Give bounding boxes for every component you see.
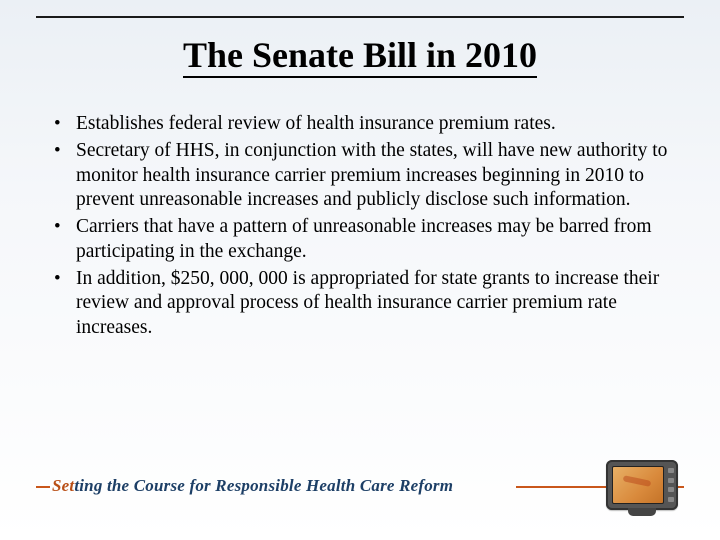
footer: Setting the Course for Responsible Healt… xyxy=(36,460,684,516)
list-item: Carriers that have a pattern of unreason… xyxy=(46,215,674,265)
footer-rule-left xyxy=(36,486,50,488)
content-area: Establishes federal review of health ins… xyxy=(46,112,674,343)
list-item: In addition, $250, 000, 000 is appropria… xyxy=(46,267,674,341)
gps-body xyxy=(606,460,678,510)
page-title-text: The Senate Bill in 2010 xyxy=(183,34,537,78)
bullet-text: Establishes federal review of health ins… xyxy=(76,113,556,134)
list-item: Secretary of HHS, in conjunction with th… xyxy=(46,139,674,213)
gps-base xyxy=(628,508,656,516)
page-title: The Senate Bill in 2010 xyxy=(0,34,720,78)
gps-icon xyxy=(606,460,684,516)
gps-screen xyxy=(612,466,664,504)
bullet-text: In addition, $250, 000, 000 is appropria… xyxy=(76,268,659,339)
tagline: Setting the Course for Responsible Healt… xyxy=(52,476,453,496)
top-rule xyxy=(36,16,684,18)
tagline-rest: ting the Course for Responsible Health C… xyxy=(74,476,453,495)
bullet-list: Establishes federal review of health ins… xyxy=(46,112,674,341)
bullet-text: Carriers that have a pattern of unreason… xyxy=(76,216,652,262)
gps-buttons xyxy=(668,468,674,502)
tagline-highlight: Set xyxy=(52,476,74,495)
bullet-text: Secretary of HHS, in conjunction with th… xyxy=(76,140,667,211)
list-item: Establishes federal review of health ins… xyxy=(46,112,674,137)
